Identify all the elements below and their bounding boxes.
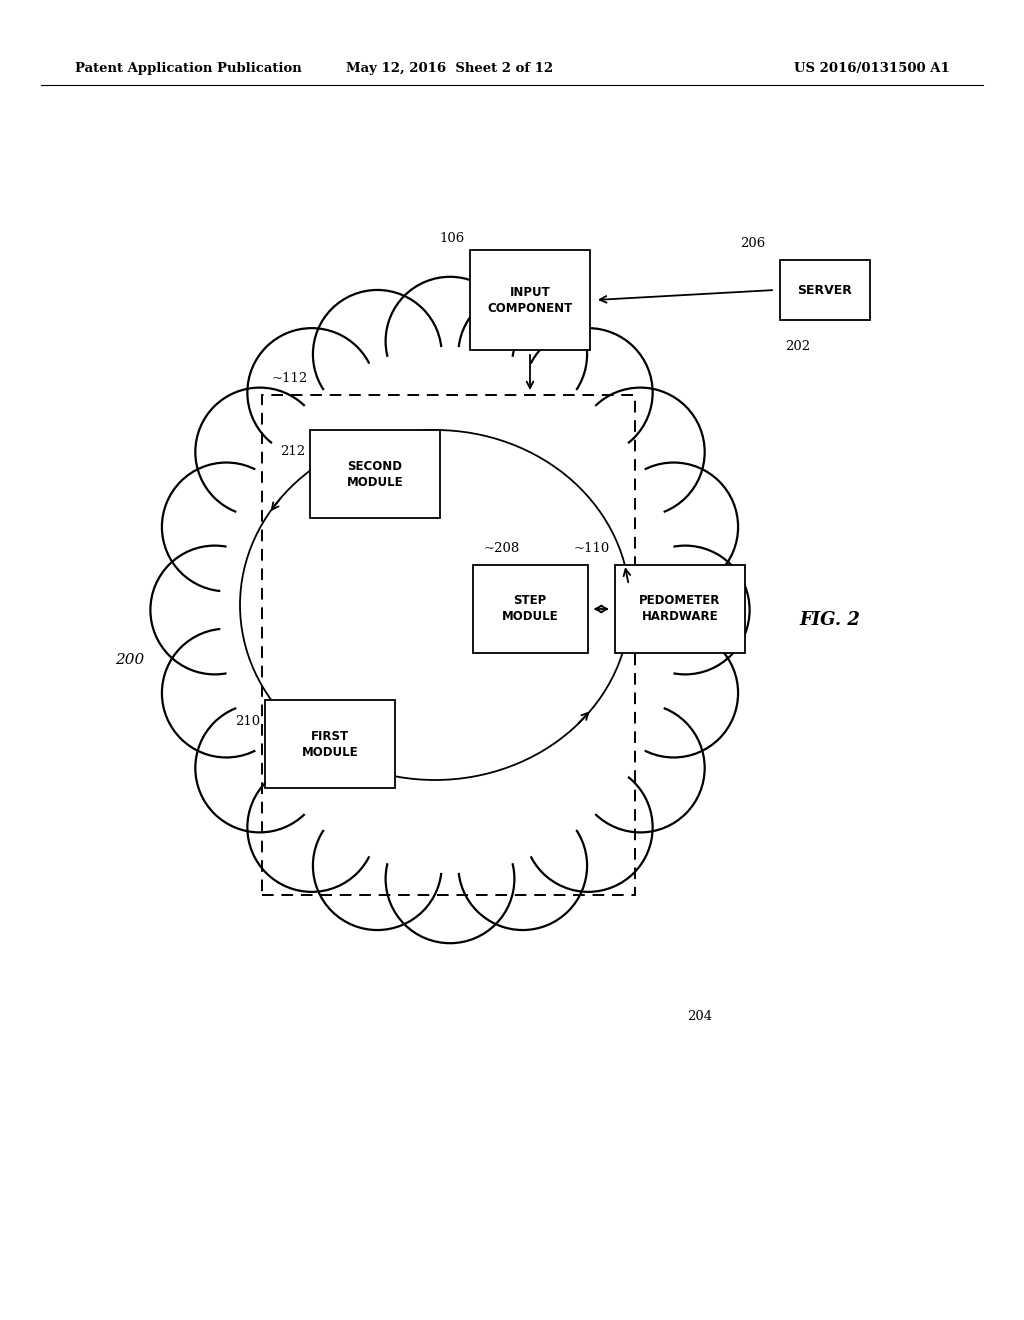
Text: ~112: ~112	[272, 372, 308, 385]
Bar	[615, 565, 745, 653]
Text: 200: 200	[116, 653, 144, 667]
Circle shape	[459, 801, 587, 931]
Text: FIRST
MODULE: FIRST MODULE	[302, 730, 358, 759]
Bar	[780, 260, 870, 319]
Circle shape	[524, 329, 652, 457]
Text: 204: 204	[687, 1010, 712, 1023]
Text: Patent Application Publication: Patent Application Publication	[75, 62, 302, 75]
Text: SECOND
MODULE: SECOND MODULE	[347, 459, 403, 488]
Circle shape	[162, 462, 291, 591]
Bar	[470, 249, 590, 350]
Circle shape	[575, 704, 705, 833]
Circle shape	[386, 814, 514, 944]
Circle shape	[151, 545, 280, 675]
Circle shape	[386, 277, 514, 405]
Circle shape	[248, 329, 376, 457]
Text: ~208: ~208	[483, 543, 520, 554]
Text: FIG. 2: FIG. 2	[800, 611, 860, 630]
Circle shape	[621, 545, 750, 675]
Circle shape	[196, 388, 325, 516]
Circle shape	[196, 704, 325, 833]
Circle shape	[248, 763, 376, 892]
Text: INPUT
COMPONENT: INPUT COMPONENT	[487, 285, 572, 314]
Text: PEDOMETER
HARDWARE: PEDOMETER HARDWARE	[639, 594, 721, 623]
Text: SERVER: SERVER	[798, 284, 852, 297]
Text: 202: 202	[785, 341, 810, 352]
Circle shape	[162, 628, 291, 758]
Text: ~110: ~110	[573, 543, 610, 554]
Bar	[310, 430, 440, 517]
Circle shape	[609, 462, 738, 591]
Circle shape	[313, 801, 441, 931]
Text: 212: 212	[280, 445, 305, 458]
Text: May 12, 2016  Sheet 2 of 12: May 12, 2016 Sheet 2 of 12	[346, 62, 554, 75]
Ellipse shape	[212, 338, 688, 882]
Text: 210: 210	[234, 715, 260, 729]
Circle shape	[575, 388, 705, 516]
Bar	[265, 700, 395, 788]
Ellipse shape	[220, 347, 680, 873]
Text: 106: 106	[439, 232, 465, 246]
Text: 206: 206	[739, 238, 765, 249]
Circle shape	[459, 290, 587, 418]
Circle shape	[313, 290, 441, 418]
Circle shape	[524, 763, 652, 892]
Bar	[472, 565, 588, 653]
Bar	[262, 395, 635, 895]
Circle shape	[609, 628, 738, 758]
Text: US 2016/0131500 A1: US 2016/0131500 A1	[795, 62, 950, 75]
Text: STEP
MODULE: STEP MODULE	[502, 594, 558, 623]
